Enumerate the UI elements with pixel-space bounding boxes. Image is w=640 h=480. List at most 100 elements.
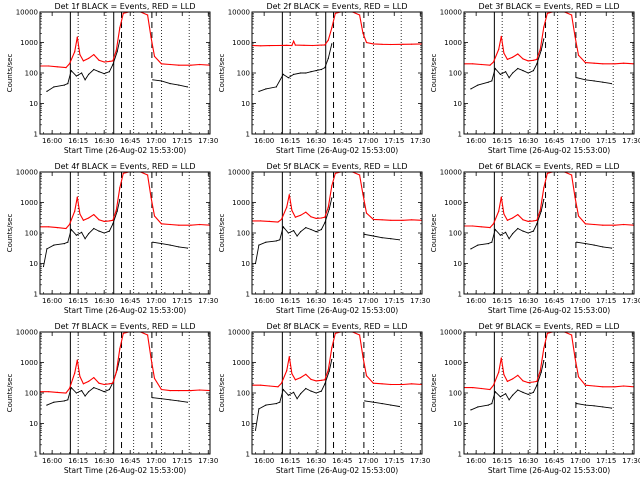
lld-data-point — [480, 226, 482, 228]
events-data-point — [169, 83, 171, 85]
x-tick-label: 17:00 — [358, 137, 378, 145]
x-tick-label: 17:15 — [384, 297, 404, 305]
x-tick-label: 17:30 — [198, 457, 218, 465]
lld-data-point — [334, 332, 336, 334]
plot-frame — [39, 11, 211, 135]
events-series-line — [46, 40, 121, 92]
x-tick-label: 16:00 — [466, 137, 486, 145]
events-data-point — [119, 198, 121, 201]
x-tick-label: 17:30 — [622, 457, 640, 465]
lld-data-point — [305, 373, 307, 375]
events-data-point — [584, 404, 587, 406]
events-data-point — [186, 401, 188, 403]
events-data-point — [593, 80, 595, 82]
x-tick-label: 17:15 — [596, 137, 616, 145]
events-data-point — [527, 232, 529, 234]
lld-data-point — [119, 27, 121, 29]
events-data-point — [477, 84, 479, 86]
lld-data-point — [82, 383, 84, 385]
events-data-point — [517, 389, 519, 391]
x-tick-label: 16:30 — [518, 297, 538, 305]
x-tick-label: 16:00 — [254, 137, 274, 145]
lld-data-point — [402, 43, 404, 45]
x-tick-label: 17:30 — [410, 457, 430, 465]
y-tick-label: 10 — [453, 100, 462, 108]
x-tick-label: 16:30 — [94, 457, 114, 465]
lld-data-point — [150, 357, 152, 359]
lld-data-point — [527, 220, 529, 222]
events-data-point — [527, 72, 529, 74]
events-data-point — [296, 235, 298, 237]
x-tick-label: 17:00 — [146, 297, 166, 305]
y-tick-label: 100 — [25, 390, 38, 398]
lld-data-point — [300, 377, 302, 379]
lld-data-point — [76, 196, 78, 198]
events-data-point — [67, 83, 69, 85]
lld-data-point — [190, 224, 192, 226]
lld-data-point — [115, 209, 117, 211]
x-tick-label: 16:30 — [518, 137, 538, 145]
series-group — [252, 12, 422, 92]
events-data-point — [282, 226, 284, 228]
events-data-point — [372, 235, 374, 237]
x-tick-label: 17:00 — [570, 457, 590, 465]
events-data-point — [505, 231, 507, 233]
events-data-point — [186, 247, 188, 249]
y-tick-label: 10 — [29, 420, 38, 428]
lld-data-point — [88, 217, 90, 219]
lld-data-point — [169, 63, 171, 66]
lld-data-point — [536, 380, 538, 382]
events-data-point — [477, 244, 479, 246]
lld-data-point — [199, 389, 201, 391]
lld-data-point — [48, 65, 50, 67]
lld-data-point — [268, 385, 270, 387]
lld-data-point — [48, 391, 50, 393]
events-data-point — [305, 387, 307, 390]
events-series-line — [255, 359, 333, 431]
lld-data-point — [103, 383, 105, 386]
events-data-point — [88, 233, 90, 235]
events-series-line — [258, 43, 333, 92]
lld-data-point — [56, 227, 58, 229]
lld-data-point — [536, 219, 538, 221]
lld-data-point — [503, 52, 505, 54]
events-data-point — [511, 72, 514, 74]
events-data-point — [46, 90, 48, 92]
events-data-point — [53, 86, 55, 88]
chart-title: Det 6f BLACK = Events, RED = LLD — [478, 162, 619, 171]
lld-data-point — [303, 44, 305, 46]
events-data-point — [160, 398, 162, 400]
lld-data-point — [305, 211, 307, 213]
lld-data-point — [56, 66, 58, 68]
events-data-point — [108, 71, 110, 73]
events-data-point — [315, 70, 317, 72]
y-tick-label: 1 — [458, 291, 462, 299]
lld-data-point — [88, 57, 90, 60]
lld-data-point — [489, 64, 491, 66]
lld-data-point — [381, 43, 383, 45]
events-data-point — [532, 230, 535, 232]
lld-data-point — [522, 219, 524, 221]
events-data-point — [258, 408, 260, 410]
events-data-point — [315, 231, 317, 233]
x-tick-label: 16:45 — [120, 457, 140, 465]
events-data-point — [63, 400, 65, 402]
chart-panel-3: Det 3f BLACK = Events, RED = LLD Counts/s… — [430, 2, 640, 155]
x-tick-label: 16:45 — [332, 297, 352, 305]
y-tick-label: 1 — [246, 291, 250, 299]
x-tick-label: 17:00 — [358, 457, 378, 465]
events-data-point — [119, 357, 121, 360]
events-data-point — [517, 227, 519, 230]
lld-data-point — [331, 27, 333, 29]
plot-frame — [251, 11, 423, 135]
x-tick-label: 17:15 — [384, 457, 404, 465]
x-axis-label: Start Time (26-Aug-02 15:53:00) — [64, 146, 186, 155]
events-data-point — [75, 392, 77, 394]
lld-data-point — [334, 172, 336, 174]
lld-data-point — [268, 45, 270, 47]
events-data-point — [67, 241, 69, 243]
lld-data-point — [147, 334, 149, 336]
lld-data-point — [291, 209, 293, 211]
events-data-point — [186, 86, 188, 88]
lld-data-point — [324, 216, 326, 218]
